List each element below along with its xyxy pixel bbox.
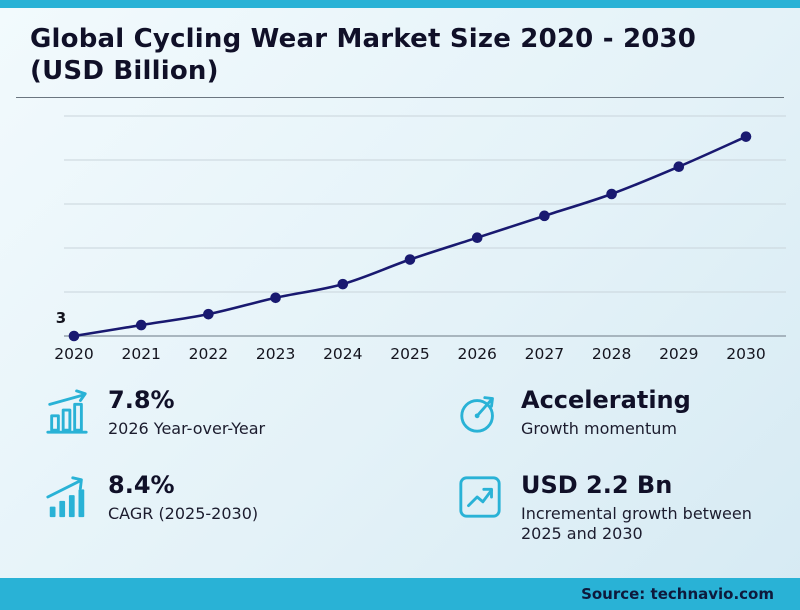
stat-text: 8.4% CAGR (2025-2030) bbox=[108, 471, 258, 524]
rising-bars-icon bbox=[44, 474, 90, 524]
svg-text:2029: 2029 bbox=[659, 345, 698, 363]
stat-label: Incremental growth between 2025 and 2030 bbox=[521, 504, 752, 544]
stat-value: 7.8% bbox=[108, 386, 175, 415]
svg-text:2024: 2024 bbox=[323, 345, 362, 363]
stat-text: USD 2.2 Bn Incremental growth between 20… bbox=[521, 471, 766, 544]
svg-text:2028: 2028 bbox=[592, 345, 631, 363]
svg-text:2020: 2020 bbox=[54, 345, 93, 363]
title-divider bbox=[16, 97, 784, 99]
stat-text: 7.8% 2026 Year-over-Year bbox=[108, 386, 265, 439]
stat-yoy-growth: 7.8% 2026 Year-over-Year bbox=[44, 386, 429, 439]
source-text: Source: technavio.com bbox=[581, 585, 774, 603]
svg-text:2026: 2026 bbox=[457, 345, 496, 363]
stat-value: 8.4% bbox=[108, 471, 175, 500]
market-size-line-chart: 2020 2021 2022 2023 2024 2025 2026 2027 2028 2029… bbox=[54, 115, 786, 363]
stat-label: CAGR (2025-2030) bbox=[108, 504, 259, 524]
stat-momentum: Accelerating Growth momentum bbox=[429, 386, 780, 439]
svg-text:2022: 2022 bbox=[189, 345, 228, 363]
stat-label: Growth momentum bbox=[521, 419, 677, 439]
source-bar: Source: technavio.com bbox=[0, 578, 800, 610]
page-title: Global Cycling Wear Market Size 2020 - 2… bbox=[0, 8, 800, 87]
speedometer-icon bbox=[457, 389, 503, 439]
title-line-2: (USD Billion) bbox=[30, 56, 219, 87]
svg-text:2023: 2023 bbox=[256, 345, 295, 363]
bar-chart-trend-icon bbox=[44, 389, 90, 439]
svg-text:2030: 2030 bbox=[726, 345, 765, 363]
stat-cagr: 8.4% CAGR (2025-2030) bbox=[44, 471, 429, 544]
stat-text: Accelerating Growth momentum bbox=[521, 386, 691, 439]
svg-text:2021: 2021 bbox=[121, 345, 160, 363]
incremental-growth-icon bbox=[457, 474, 503, 524]
stat-label: 2026 Year-over-Year bbox=[108, 419, 266, 439]
svg-text:2027: 2027 bbox=[525, 345, 564, 363]
stat-value: USD 2.2 Bn bbox=[521, 471, 673, 500]
title-line-1: Global Cycling Wear Market Size 2020 - 2… bbox=[30, 24, 697, 54]
svg-text:3: 3 bbox=[56, 309, 66, 327]
top-accent-bar bbox=[0, 0, 800, 8]
stat-incremental-growth: USD 2.2 Bn Incremental growth between 20… bbox=[429, 471, 780, 544]
stat-value: Accelerating bbox=[521, 386, 691, 415]
stats-grid: 7.8% 2026 Year-over-Year Accelerating Gr… bbox=[0, 366, 800, 544]
svg-text:2025: 2025 bbox=[390, 345, 429, 363]
